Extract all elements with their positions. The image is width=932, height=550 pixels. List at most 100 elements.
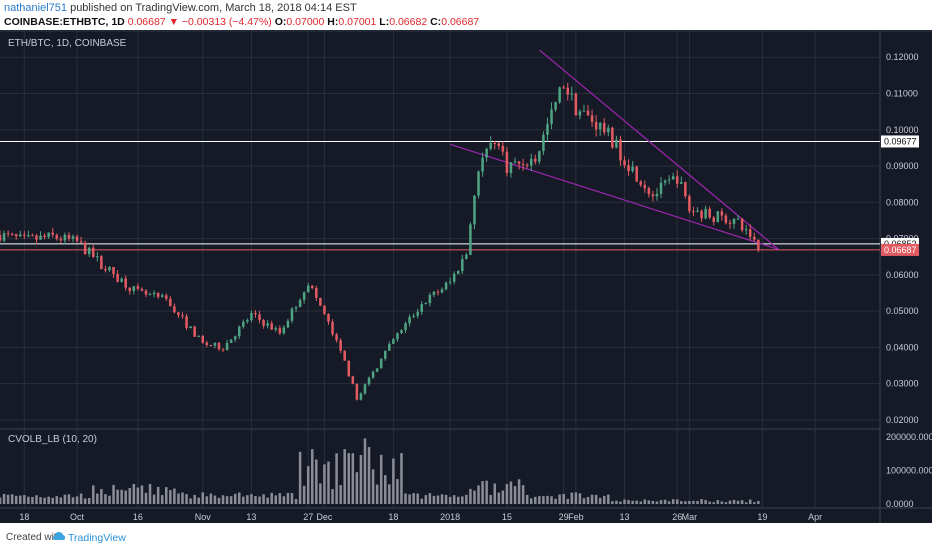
volume-bar	[420, 498, 424, 504]
candle-body	[140, 288, 144, 291]
volume-bar	[383, 475, 387, 504]
volume-bar	[728, 500, 732, 504]
volume-bar	[388, 484, 391, 504]
candle-body	[343, 350, 346, 361]
volume-bar	[278, 493, 282, 504]
volume-bar	[306, 466, 310, 504]
candle-body	[290, 308, 294, 321]
volume-bar	[732, 499, 736, 504]
candle-body	[753, 236, 756, 240]
volume-bar	[47, 496, 50, 504]
candle-body	[59, 238, 63, 241]
time-tick-label: 27	[303, 512, 313, 522]
volume-bar	[319, 483, 322, 504]
volume-bar	[302, 485, 306, 504]
candle-body	[493, 143, 497, 145]
time-tick-label: Apr	[808, 512, 822, 522]
candle-body	[473, 195, 476, 225]
volume-bar	[680, 501, 683, 504]
tradingview-logo-icon[interactable]	[52, 530, 66, 542]
candle-body	[578, 111, 582, 116]
candle-body	[586, 110, 590, 116]
volume-bar	[87, 498, 91, 504]
volume-bar	[83, 498, 87, 504]
candle-body	[43, 235, 46, 238]
candle-body	[647, 188, 651, 195]
candle-body	[92, 247, 95, 258]
candle-body	[396, 333, 399, 340]
tradingview-brand[interactable]: TradingView	[68, 532, 126, 544]
volume-bar	[574, 492, 578, 504]
volume-bar	[517, 479, 521, 504]
candle-body	[554, 102, 557, 110]
candle-body	[692, 211, 695, 213]
candle-body	[639, 181, 642, 185]
candle-body	[748, 229, 752, 237]
volume-bar	[736, 500, 740, 504]
author-link[interactable]: nathaniel751	[4, 2, 68, 14]
candle-body	[635, 166, 638, 182]
grid-lines	[0, 30, 880, 508]
candle-body	[225, 342, 229, 351]
chart-area[interactable]: 0.120000.110000.100000.090000.080000.070…	[0, 30, 932, 523]
candle-body	[31, 235, 34, 237]
candle-body	[375, 368, 379, 372]
candle-body	[428, 294, 432, 304]
candle-body	[319, 298, 322, 306]
volume-bar	[148, 484, 152, 504]
candle-body	[716, 211, 720, 222]
candle-body	[619, 139, 622, 161]
volume-bar	[359, 455, 363, 504]
time-tick-label: Feb	[568, 512, 584, 522]
volume-bar	[160, 495, 164, 504]
chart-background	[0, 30, 932, 523]
price-tick-label: 0.04000	[886, 342, 919, 352]
volume-bar	[238, 492, 241, 504]
candle-body	[152, 292, 156, 295]
candle-body	[501, 145, 505, 152]
candle-body	[83, 242, 87, 255]
volume-bar	[696, 500, 699, 504]
volume-bar	[371, 469, 375, 504]
high-label: H:	[327, 16, 339, 28]
candle-body	[302, 292, 306, 300]
candle-body	[278, 328, 282, 334]
candle-body	[700, 210, 703, 219]
volume-bar	[659, 500, 663, 504]
volume-bar	[347, 453, 351, 504]
symbol-line: COINBASE:ETHBTC, 1D 0.06687 ▼ −0.00313 (…	[4, 16, 479, 28]
price-chart[interactable]: 0.120000.110000.100000.090000.080000.070…	[0, 30, 932, 523]
volume-bar	[201, 492, 205, 504]
volume-bar	[339, 485, 342, 504]
candle-body	[193, 326, 196, 337]
candle-body	[2, 233, 6, 241]
volume-bar	[481, 481, 484, 504]
volume-bar	[0, 497, 2, 504]
candle-body	[294, 307, 298, 309]
volume-bar	[744, 502, 748, 504]
volume-bar	[27, 496, 30, 504]
candle-body	[383, 350, 387, 359]
volume-bar	[246, 495, 249, 504]
volume-bar	[757, 501, 760, 504]
candle-body	[448, 281, 452, 283]
candle-body	[452, 273, 456, 282]
candle-body	[242, 321, 245, 327]
candle-body	[185, 316, 188, 329]
candle-body	[87, 247, 91, 255]
candle-body	[209, 345, 213, 346]
close-value: 0.06687	[441, 16, 480, 28]
candle-body	[631, 166, 634, 172]
volume-bar	[448, 496, 452, 504]
volume-bar	[684, 501, 687, 504]
time-tick-label: 26	[672, 512, 682, 522]
candle-body	[607, 127, 610, 133]
time-tick-label: Mar	[682, 512, 698, 522]
volume-bar	[497, 492, 501, 504]
candle-body	[436, 291, 440, 293]
volume-bar	[59, 497, 63, 504]
candle-body	[35, 235, 38, 240]
candle-body	[201, 335, 205, 343]
candle-body	[355, 383, 359, 400]
volume-bar	[396, 479, 399, 504]
